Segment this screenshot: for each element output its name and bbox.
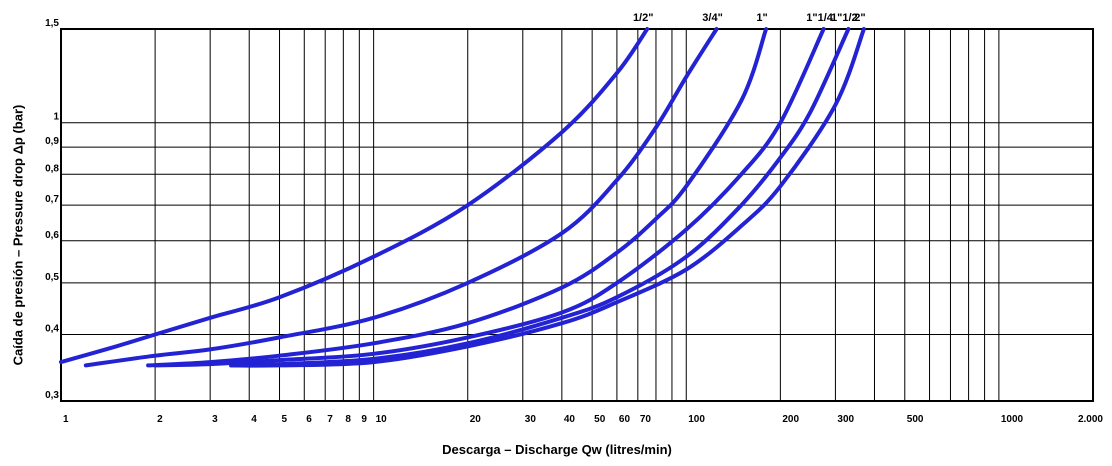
- series-label: 1/2": [633, 12, 654, 24]
- y-tick-label: 0,9: [45, 136, 59, 147]
- series-line: [59, 27, 650, 365]
- y-tick-label: 1,5: [45, 18, 59, 29]
- series-line: [153, 27, 826, 368]
- series-line: [229, 27, 851, 368]
- series-label: 2": [854, 12, 865, 24]
- series-label: 1": [756, 12, 767, 24]
- x-tick-label: 60: [619, 414, 631, 425]
- x-tick-label: 3: [212, 414, 218, 425]
- y-axis-title: Caída de presión – Pressure drop Δp (bar…: [10, 105, 25, 366]
- x-tick-label: 10: [376, 414, 388, 425]
- x-tick-label: 4: [251, 414, 257, 425]
- series-label: 3/4": [702, 12, 723, 24]
- plot-frame: [60, 28, 1094, 402]
- x-tick-label: 6: [306, 414, 312, 425]
- y-tick-label: 0,8: [45, 163, 59, 174]
- y-tick-label: 0,3: [45, 390, 59, 401]
- series-line: [83, 27, 719, 368]
- x-tick-label: 2: [157, 414, 163, 425]
- series-lines: [59, 27, 866, 368]
- x-tick-label: 500: [907, 414, 924, 425]
- x-tick-label: 300: [837, 414, 854, 425]
- x-tick-label: 2.000: [1078, 414, 1103, 425]
- x-tick-label: 70: [640, 414, 652, 425]
- y-tick-label: 0,4: [45, 324, 59, 335]
- y-tick-label: 0,7: [45, 194, 59, 205]
- x-tick-label: 50: [594, 414, 606, 425]
- x-tick-label: 20: [470, 414, 482, 425]
- x-tick-label: 9: [361, 414, 367, 425]
- x-tick-labels: 1 2 3 4 5 6 7 8 9 10 20 30 40 50 60 70 100 200 300 500 1000 2…: [63, 414, 1103, 425]
- y-tick-label: 1: [53, 112, 59, 123]
- x-tick-label: 5: [282, 414, 288, 425]
- x-tick-label: 200: [782, 414, 799, 425]
- x-tick-label: 30: [525, 414, 537, 425]
- x-tick-label: 40: [564, 414, 576, 425]
- y-tick-labels: 0,3 0,4 0,5 0,6 0,7 0,8 0,9 1 1,5: [45, 18, 59, 401]
- x-tick-label: 1000: [1001, 414, 1024, 425]
- grid: [60, 28, 1094, 402]
- series-line: [146, 27, 769, 368]
- x-tick-label: 7: [327, 414, 333, 425]
- series-labels: 1/2" 3/4" 1" 1"1/41"1/22": [633, 12, 866, 24]
- x-tick-label: 8: [345, 414, 351, 425]
- y-tick-label: 0,5: [45, 272, 59, 283]
- series-label: 1"1/2: [831, 12, 858, 24]
- x-axis-title: Descarga – Discharge Qw (litres/min): [442, 442, 672, 457]
- y-tick-label: 0,6: [45, 230, 59, 241]
- x-tick-label: 1: [63, 414, 69, 425]
- series-line: [229, 27, 866, 368]
- series-label: 1"1/4: [806, 12, 834, 24]
- x-tick-label: 100: [688, 414, 705, 425]
